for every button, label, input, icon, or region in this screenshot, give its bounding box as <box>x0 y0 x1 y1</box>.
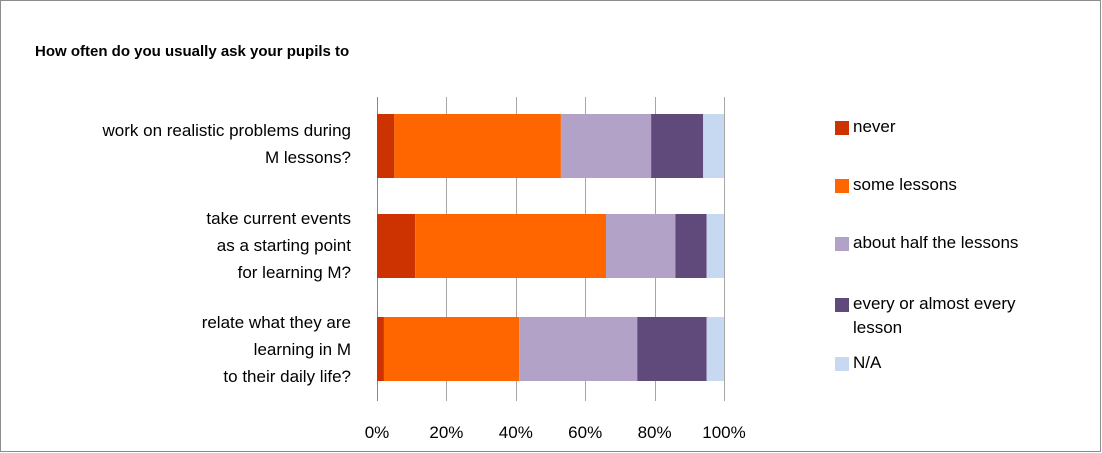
x-tick-label: 20% <box>429 423 463 442</box>
chart-title: How often do you usually ask your pupils… <box>35 43 350 60</box>
bar-segment <box>415 214 607 278</box>
bar-segment <box>706 214 724 278</box>
bar-segment <box>383 317 520 381</box>
legend-swatch <box>835 357 849 371</box>
legend-item-every-lesson: every or almost every lesson <box>835 292 1043 340</box>
category-label: relate what they are learning in M to th… <box>201 313 351 386</box>
x-tick-label: 40% <box>499 423 533 442</box>
bar-segment <box>637 317 707 381</box>
legend-item-never: never <box>835 115 896 139</box>
category-label: take current events as a starting point … <box>206 209 351 282</box>
x-tick-label: 100% <box>702 423 745 442</box>
bar-segment <box>377 114 395 178</box>
legend-label: never <box>853 117 896 136</box>
bar-segment <box>560 114 652 178</box>
legend-item-about-half: about half the lessons <box>835 231 1018 255</box>
bar-segment <box>377 317 384 381</box>
legend-swatch <box>835 121 849 135</box>
legend-item-some-lessons: some lessons <box>835 173 957 197</box>
legend-item-na: N/A <box>835 351 881 375</box>
x-axis-ticks: 0% 20% 40% 60% 80% 100% <box>365 423 746 442</box>
legend-label: some lessons <box>853 175 957 194</box>
bar-segment <box>703 114 724 178</box>
legend-swatch <box>835 179 849 193</box>
category-label: work on realistic problems during M less… <box>102 121 352 167</box>
legend-swatch <box>835 298 849 312</box>
x-tick-label: 60% <box>568 423 602 442</box>
bars <box>377 114 724 381</box>
x-tick-label: 0% <box>365 423 390 442</box>
x-tick-label: 80% <box>638 423 672 442</box>
bar-segment <box>606 214 676 278</box>
bar-segment <box>706 317 724 381</box>
bar-segment <box>651 114 704 178</box>
legend-label: N/A <box>853 353 882 372</box>
bar-segment <box>519 317 638 381</box>
legend-label: about half the lessons <box>853 233 1019 252</box>
legend-swatch <box>835 237 849 251</box>
bar-segment <box>377 214 416 278</box>
legend-label: every or almost every lesson <box>853 294 1016 337</box>
bar-segment <box>675 214 707 278</box>
bar-segment <box>394 114 561 178</box>
